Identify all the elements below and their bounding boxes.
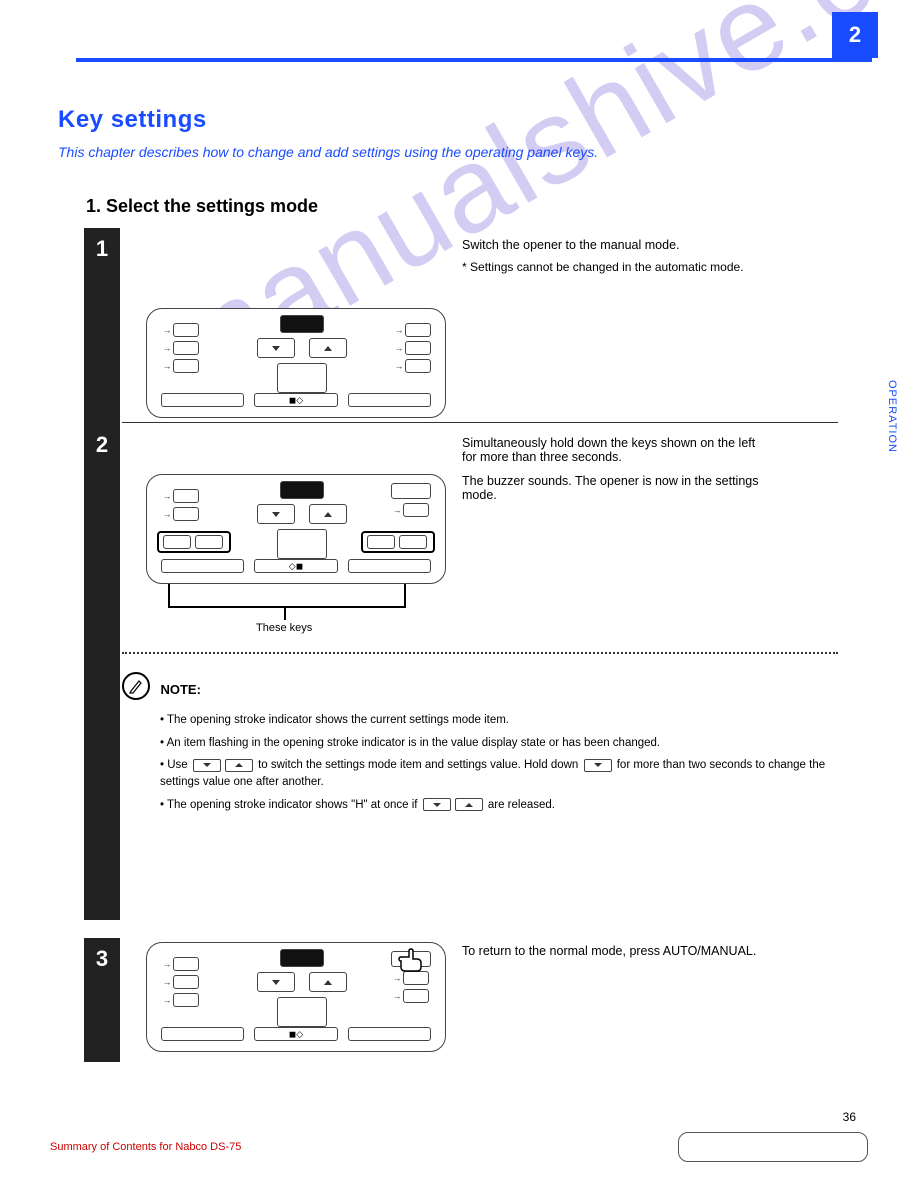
note-item-1: An item flashing in the opening stroke i…	[167, 737, 661, 749]
key	[399, 535, 427, 549]
auto-manual-key	[277, 529, 327, 559]
bottom-key	[161, 559, 244, 573]
footer: Summary of Contents for Nabco DS-75	[50, 1132, 868, 1162]
connector-h	[168, 606, 406, 608]
step2-text-a: Simultaneously hold down the keys shown …	[462, 436, 762, 464]
panel2-center	[257, 481, 347, 559]
key	[173, 359, 199, 373]
panel1-right-keys: → → →	[393, 323, 431, 373]
bottom-key-center: ◼◇	[254, 1027, 337, 1041]
down-key	[257, 972, 295, 992]
panel3-left-keys: → → →	[161, 957, 199, 1007]
panel2-left-keys: → →	[161, 489, 199, 525]
key	[391, 483, 431, 499]
key	[367, 535, 395, 549]
header: 2	[38, 12, 878, 56]
up-key	[309, 338, 347, 358]
down-key	[257, 338, 295, 358]
up-key-icon	[455, 798, 483, 811]
panel1-center	[257, 315, 347, 393]
key	[405, 323, 431, 337]
bottom-key-center: ◼◇	[254, 393, 337, 407]
panel2-right-keys: →	[391, 483, 431, 521]
panel2-bottom: ◇◼	[161, 559, 431, 573]
down-key	[257, 504, 295, 524]
page-tab: 2	[832, 12, 878, 58]
step2-text-b: The buzzer sounds. The opener is now in …	[462, 474, 762, 502]
key	[173, 993, 199, 1007]
step3-text: To return to the normal mode, press AUTO…	[462, 944, 762, 958]
key	[173, 341, 199, 355]
down-key-icon	[423, 798, 451, 811]
key	[405, 359, 431, 373]
step1-note: * Settings cannot be changed in the auto…	[462, 260, 744, 274]
key	[403, 503, 429, 517]
note-heading: NOTE:	[160, 682, 200, 697]
control-panel-3: → → → → → ◼◇	[146, 942, 446, 1052]
panel1-bottom: ◼◇	[161, 393, 431, 407]
bottom-key	[348, 393, 431, 407]
display	[280, 481, 324, 499]
display	[280, 315, 324, 333]
bottom-key	[348, 1027, 431, 1041]
footer-link[interactable]: Summary of Contents for Nabco DS-75	[50, 1141, 241, 1153]
connector-right	[404, 584, 406, 606]
note-icon	[122, 672, 150, 700]
up-key-icon	[225, 759, 253, 772]
note-block: NOTE: • The opening stroke indicator sho…	[122, 672, 838, 813]
display	[280, 949, 324, 967]
step3-content: To return to the normal mode, press AUTO…	[122, 942, 838, 1052]
up-key	[309, 504, 347, 524]
step1-note-text: Settings cannot be changed in the automa…	[470, 260, 744, 274]
auto-manual-key	[277, 363, 327, 393]
down-key-icon	[584, 759, 612, 772]
step-number-3: 3	[84, 938, 120, 972]
step-number-2: 2	[86, 432, 118, 458]
page-number: 36	[843, 1110, 856, 1124]
key	[173, 323, 199, 337]
connector-left	[168, 584, 170, 606]
key	[405, 341, 431, 355]
step-strip-3: 3	[84, 938, 120, 1062]
key	[195, 535, 223, 549]
footer-box	[678, 1132, 868, 1162]
key	[173, 975, 199, 989]
step-number-1: 1	[84, 228, 120, 262]
note-item-0: The opening stroke indicator shows the c…	[167, 714, 509, 726]
step1-content: Switch the opener to the manual mode. * …	[122, 238, 838, 348]
step2-right-combo	[361, 531, 435, 553]
header-rule	[76, 58, 872, 62]
divider-dotted	[122, 652, 838, 654]
key	[403, 989, 429, 1003]
down-key-icon	[193, 759, 221, 772]
bottom-key	[161, 1027, 244, 1041]
key	[163, 535, 191, 549]
key	[173, 957, 199, 971]
key	[173, 507, 199, 521]
bottom-key	[348, 559, 431, 573]
up-key	[309, 972, 347, 992]
auto-manual-key	[277, 997, 327, 1027]
bottom-key-center: ◇◼	[254, 559, 337, 573]
page-title: Key settings	[58, 106, 207, 134]
sidebar-label: OPERATION	[886, 380, 898, 453]
step-strip-settings: 1	[84, 228, 120, 920]
section-heading: 1. Select the settings mode	[86, 196, 318, 217]
step2-content: Simultaneously hold down the keys shown …	[122, 434, 838, 544]
these-keys-label: These keys	[256, 622, 312, 634]
control-panel-1: → → → → → → ◼◇	[146, 308, 446, 418]
step2-left-combo	[157, 531, 231, 553]
bottom-key	[161, 393, 244, 407]
divider-1	[122, 422, 838, 423]
panel1-left-keys: → → →	[161, 323, 199, 373]
panel3-center	[257, 949, 347, 1027]
connector-drop	[284, 606, 286, 620]
control-panel-2: → → →	[146, 474, 446, 584]
note-items: • The opening stroke indicator shows the…	[160, 712, 838, 813]
step1-text: Switch the opener to the manual mode.	[462, 238, 680, 252]
page-subtitle: This chapter describes how to change and…	[58, 144, 598, 160]
key	[173, 489, 199, 503]
pointing-hand-icon	[395, 947, 425, 979]
panel3-bottom: ◼◇	[161, 1027, 431, 1041]
